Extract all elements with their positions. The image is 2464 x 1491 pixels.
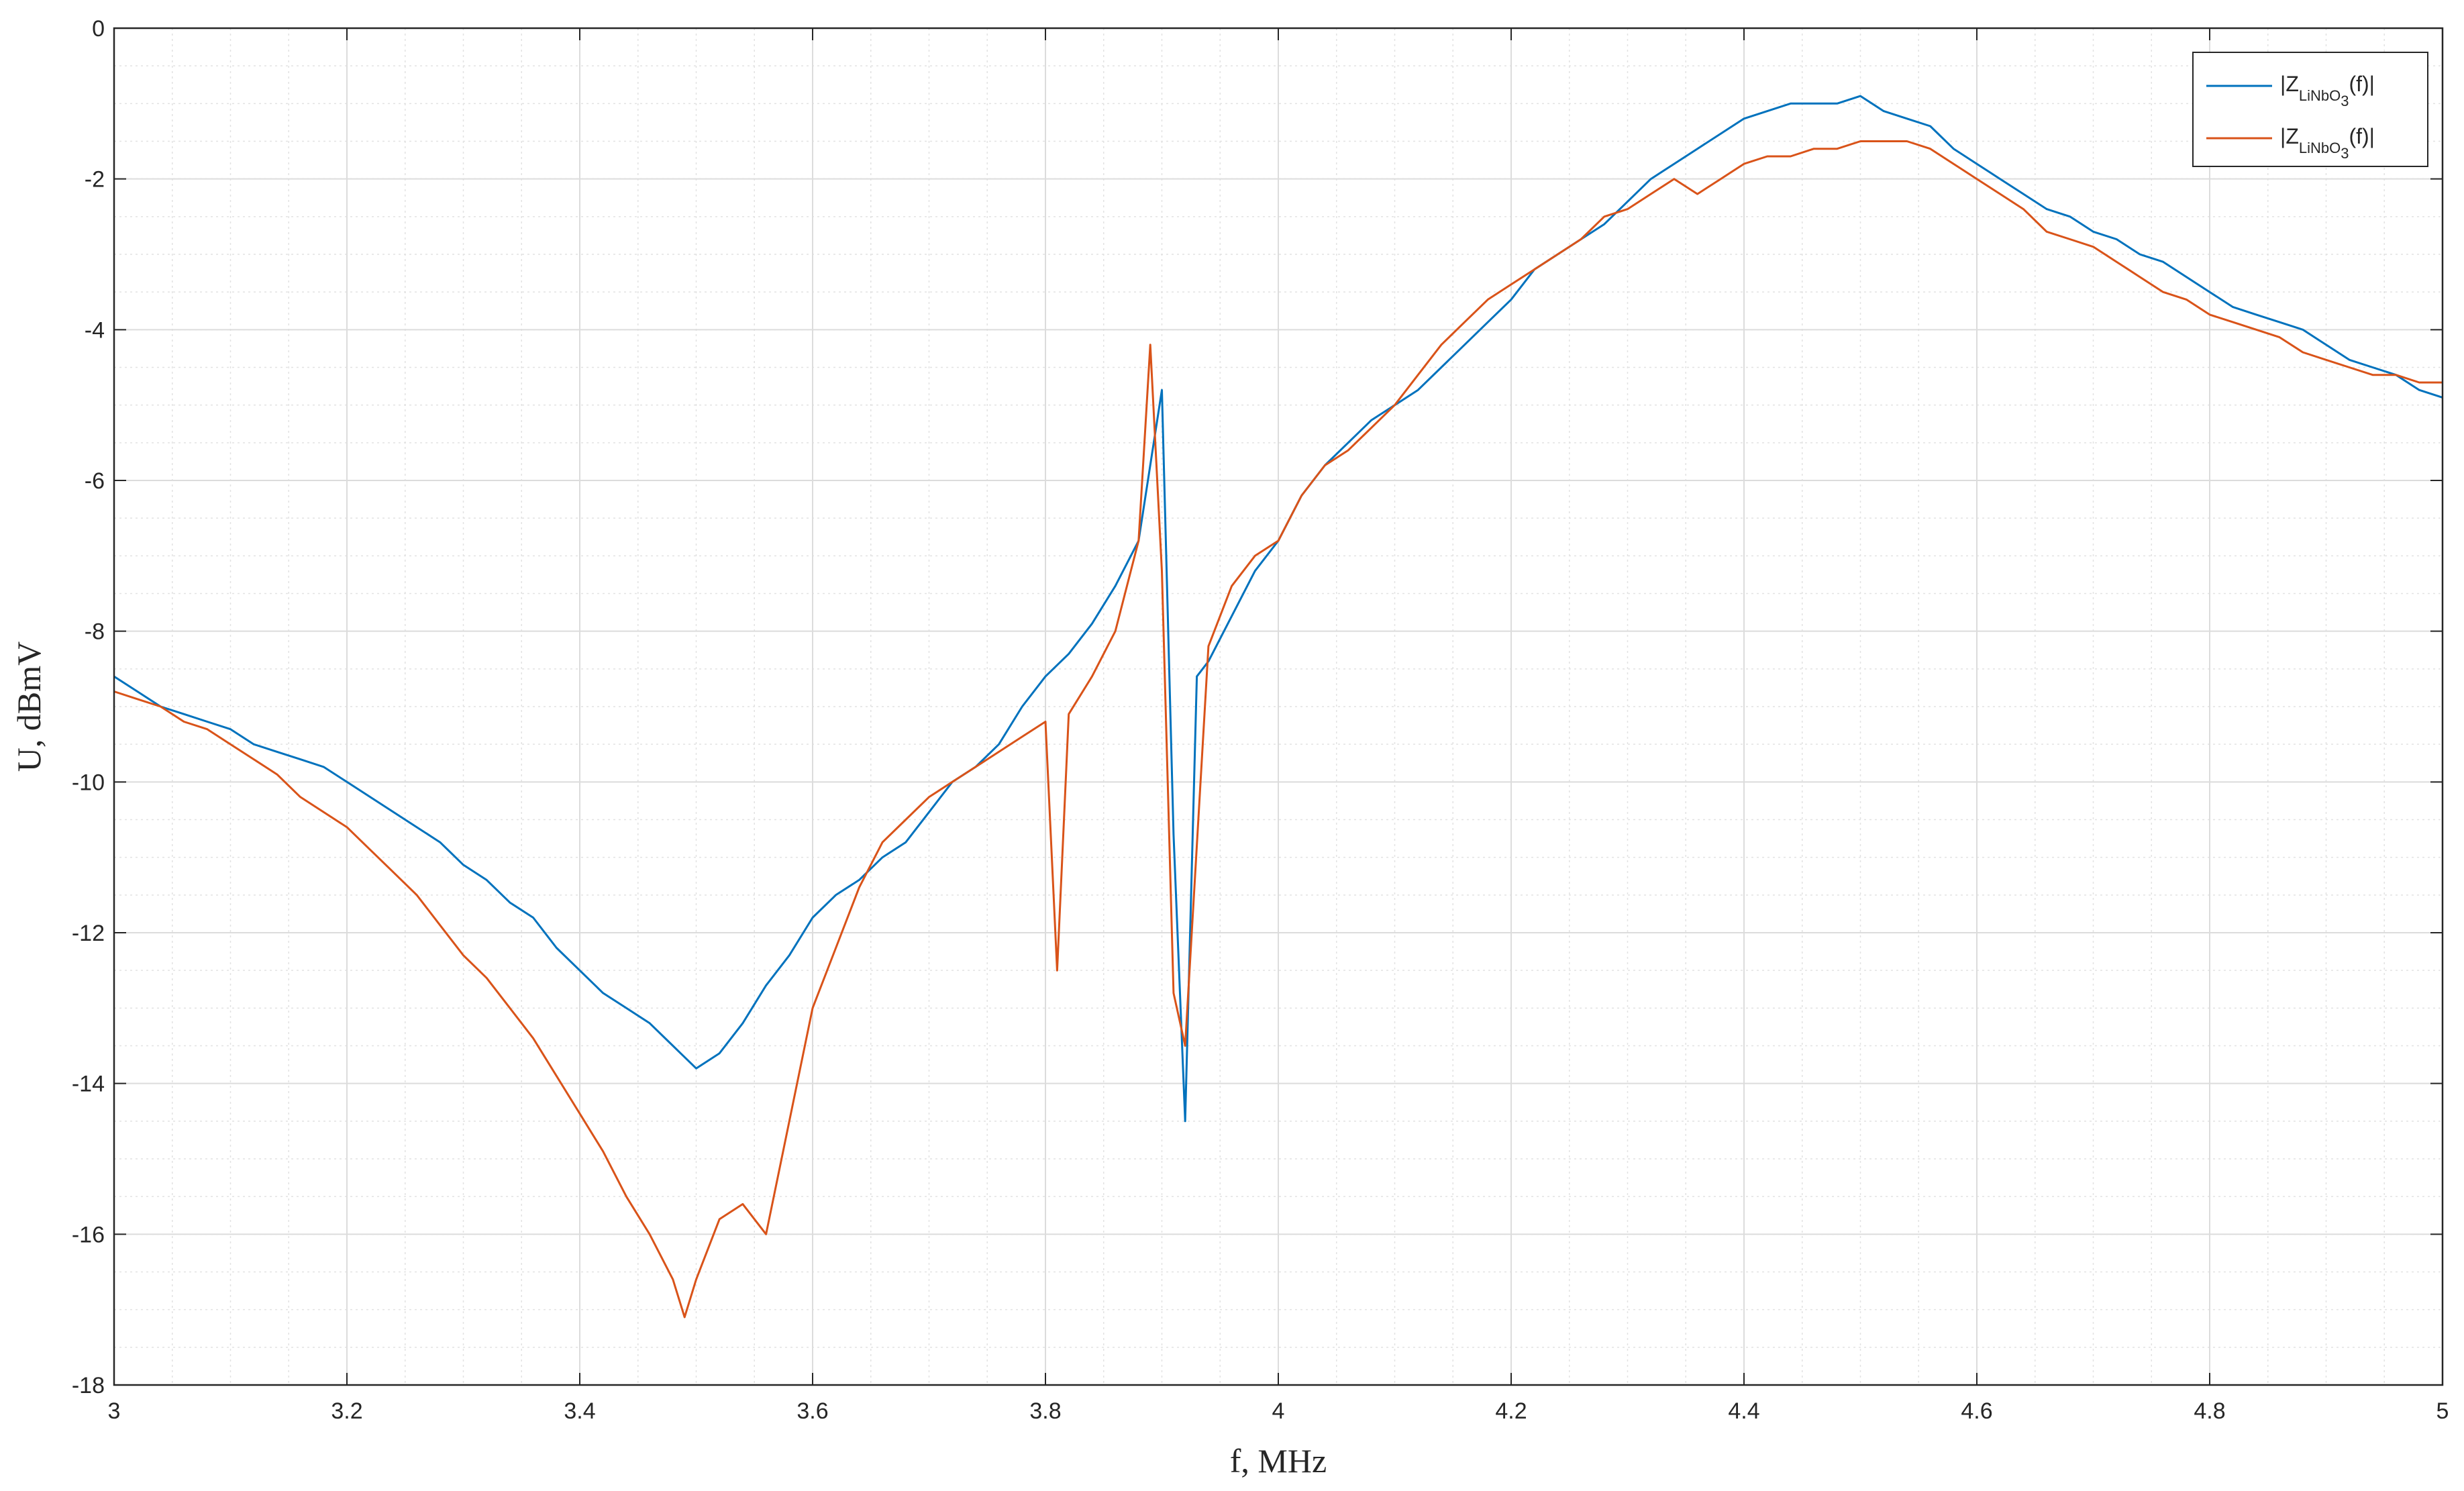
- y-tick-label: -2: [85, 167, 105, 193]
- x-tick-label: 4.6: [1961, 1398, 1992, 1424]
- x-tick-label: 4.2: [1495, 1398, 1527, 1424]
- x-tick-label: 4: [1272, 1398, 1285, 1424]
- legend: |ZLiNbO3(f)| |ZLiNbO3(f)|: [2192, 52, 2428, 167]
- series-line-2: [113, 140, 2443, 1319]
- x-tick-label: 3.2: [331, 1398, 362, 1424]
- y-tick-label: 0: [92, 16, 105, 42]
- x-tick-label: 5: [2436, 1398, 2449, 1424]
- series-line-1: [113, 95, 2443, 1123]
- legend-label-1: |ZLiNbO3(f)|: [2280, 72, 2375, 109]
- x-tick-label: 3.6: [797, 1398, 828, 1424]
- y-tick-label: -14: [72, 1072, 105, 1097]
- x-tick-label: 4.8: [2194, 1398, 2225, 1424]
- x-tick-label: 4.4: [1728, 1398, 1759, 1424]
- y-axis-title: U, dBmV: [10, 641, 48, 772]
- x-tick-label: 3.4: [564, 1398, 595, 1424]
- x-axis-title: f, MHz: [1230, 1442, 1327, 1480]
- legend-box: [2192, 52, 2428, 167]
- y-tick-label: -8: [85, 619, 105, 645]
- legend-label-2: |ZLiNbO3(f)|: [2280, 124, 2375, 162]
- y-tick-label: -4: [85, 317, 105, 343]
- y-tick-label: -16: [72, 1222, 105, 1247]
- x-tick-label: 3: [108, 1398, 121, 1424]
- y-tick-label: -10: [72, 770, 105, 795]
- y-tick-label: -6: [85, 468, 105, 494]
- y-tick-label: -12: [72, 921, 105, 946]
- x-tick-label: 3.8: [1029, 1398, 1061, 1424]
- y-tick-label: -18: [72, 1373, 105, 1398]
